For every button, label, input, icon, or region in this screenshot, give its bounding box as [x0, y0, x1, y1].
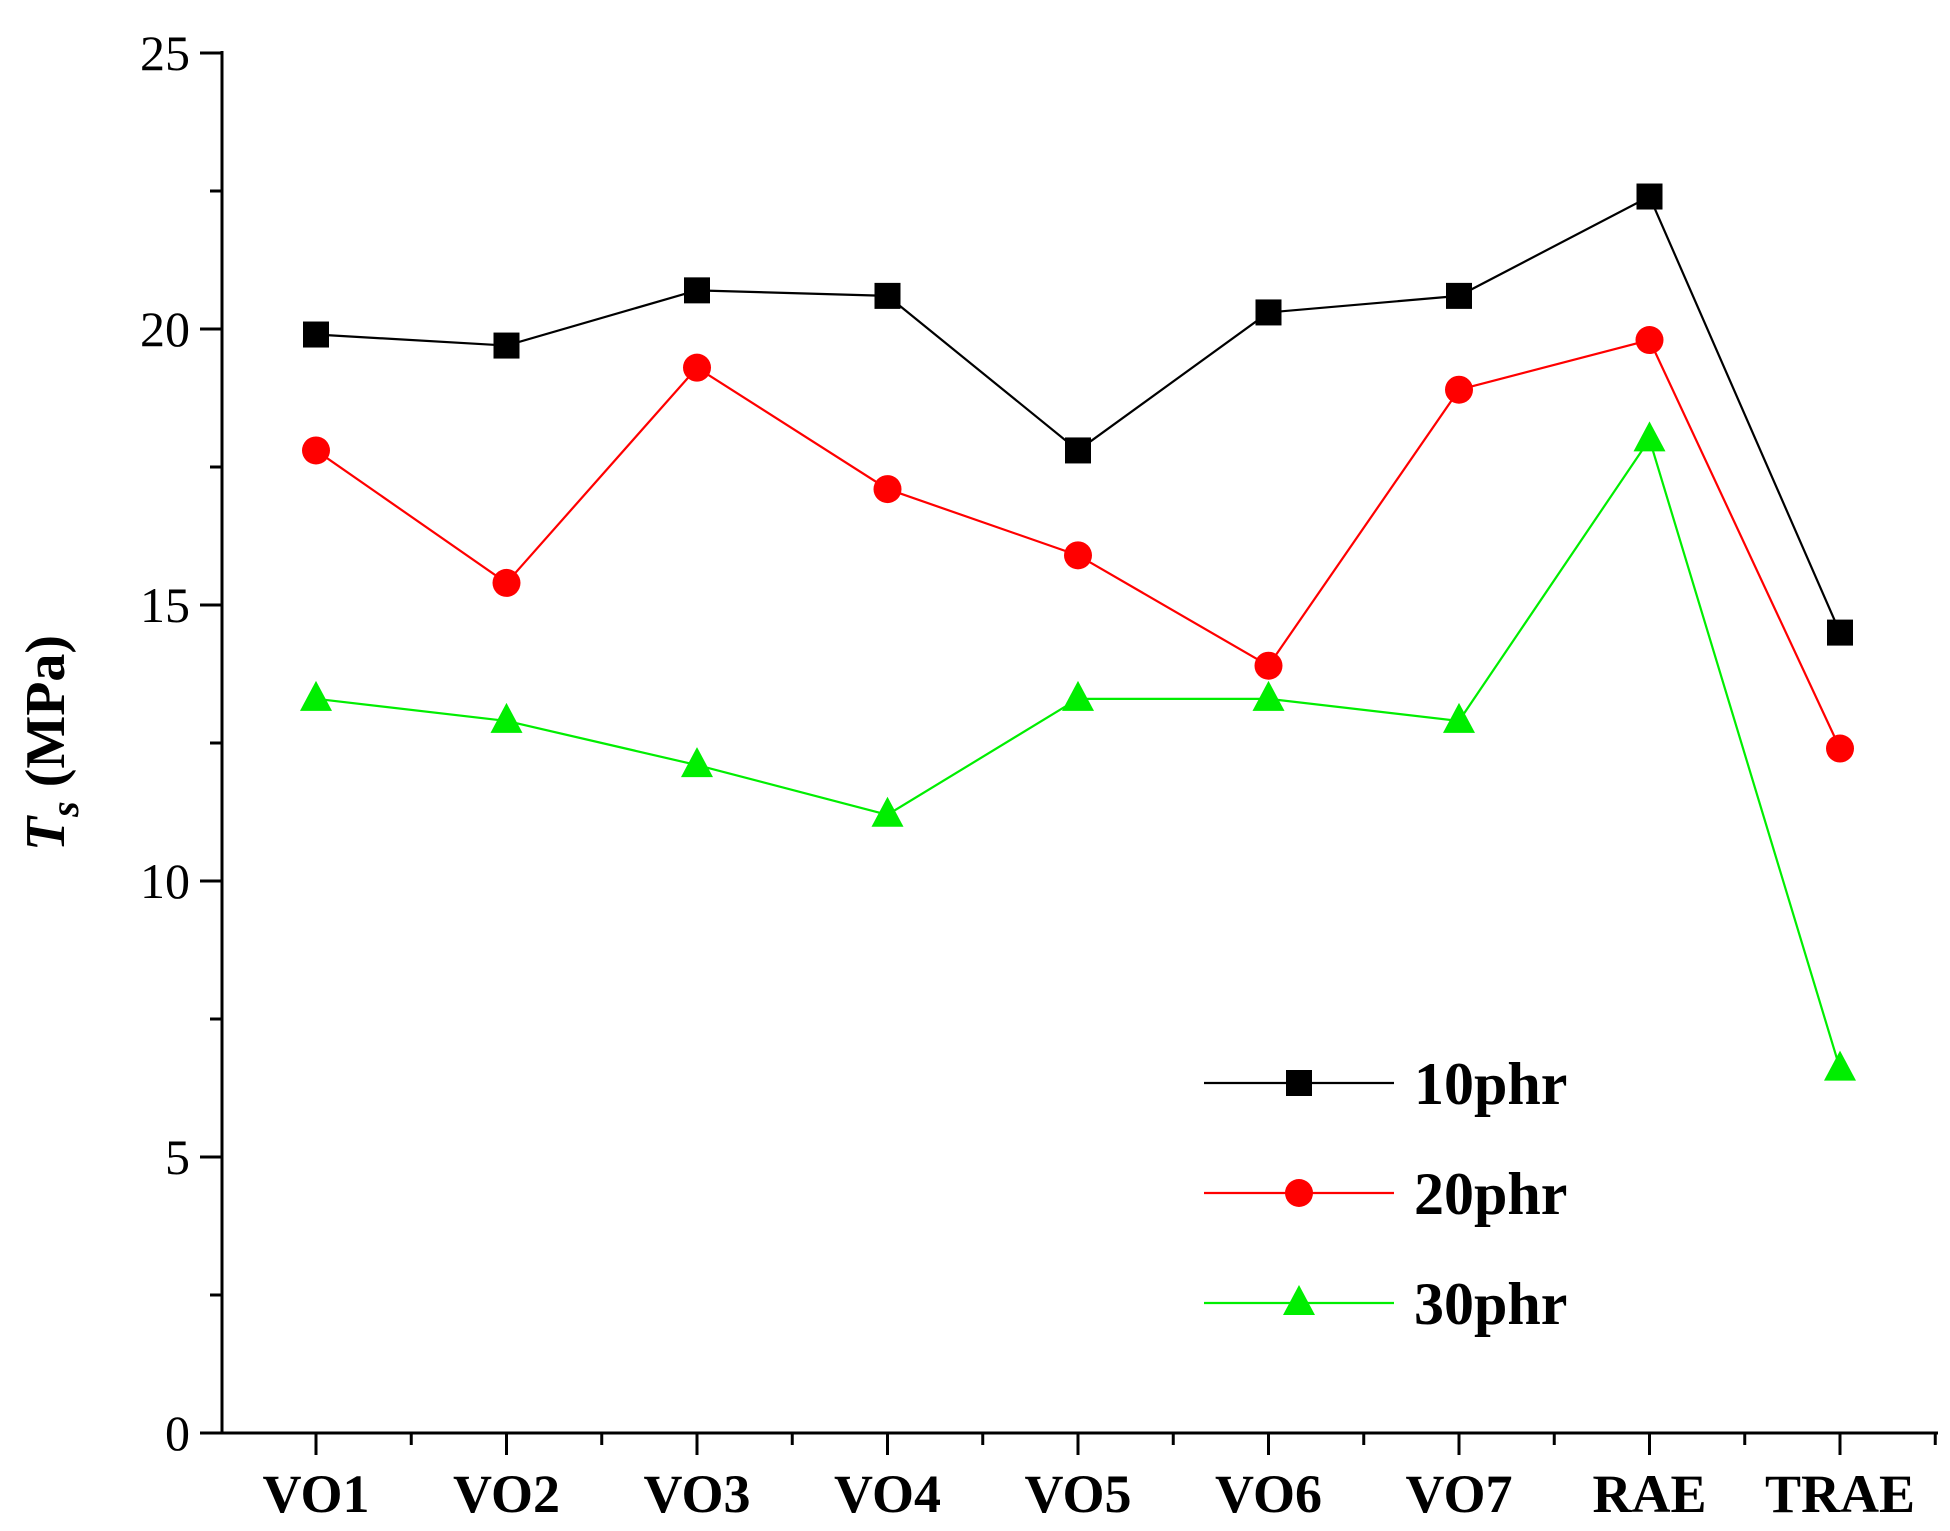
y-tick-label: 10 [140, 853, 190, 909]
series-30phr [300, 421, 1856, 1081]
legend-label-30phr: 30phr [1414, 1271, 1567, 1337]
data-point-30phr-vo1 [300, 680, 332, 711]
data-point-20phr-trae [1826, 734, 1854, 763]
y-axis-subscript: s [42, 801, 87, 818]
data-point-10phr-vo4 [874, 282, 901, 309]
data-point-30phr-vo4 [871, 796, 904, 827]
legend-marker-30phr [1283, 1285, 1315, 1315]
y-tick-label: 15 [140, 577, 190, 633]
data-point-20phr-vo3 [683, 353, 711, 382]
legend-marker-10phr [1286, 1070, 1312, 1096]
x-tick-label-trae: TRAE [1765, 1464, 1915, 1524]
data-point-20phr-vo1 [302, 436, 330, 465]
x-tick-label-vo4: VO4 [834, 1464, 941, 1524]
data-point-30phr-vo3 [681, 747, 713, 778]
series-line-30phr [315, 436, 1842, 1069]
data-point-20phr-vo7 [1445, 375, 1473, 404]
y-axis-unit: (MPa) [15, 635, 77, 787]
y-tick-label: 5 [165, 1129, 190, 1185]
legend-label-20phr: 20phr [1414, 1161, 1567, 1227]
x-tick-label-vo2: VO2 [453, 1464, 560, 1524]
data-point-10phr-vo2 [493, 332, 520, 359]
legend-item-20phr: 20phr [1204, 1161, 1567, 1227]
y-axis-symbol: T [15, 814, 77, 851]
legend-marker-20phr [1285, 1179, 1313, 1207]
data-point-10phr-rae [1636, 183, 1663, 210]
data-point-10phr-vo6 [1255, 299, 1282, 326]
x-tick-label-vo7: VO7 [1406, 1464, 1513, 1524]
data-point-30phr-vo2 [490, 702, 523, 733]
axes: 0 5 10 15 20 25 VO1 VO2 VO3 VO4 VO5 VO6 VO7 RAE TRAE Ts… [15, 25, 1938, 1524]
data-point-10phr-vo5 [1065, 437, 1091, 464]
legend-label-10phr: 10phr [1414, 1051, 1567, 1117]
legend-item-30phr: 30phr [1204, 1271, 1567, 1337]
y-tick-label: 25 [140, 25, 190, 81]
x-tick-label-rae: RAE [1592, 1464, 1706, 1524]
y-tick-label: 0 [165, 1405, 190, 1461]
x-tick-label-vo1: VO1 [263, 1464, 370, 1524]
series-20phr [302, 326, 1854, 763]
y-axis-title: Ts (MPa) [15, 635, 87, 851]
x-tick-label-vo6: VO6 [1215, 1464, 1322, 1524]
data-point-20phr-vo6 [1254, 651, 1283, 680]
x-tick-label-vo5: VO5 [1025, 1464, 1132, 1524]
legend: 10phr 20phr 30phr [1204, 1051, 1567, 1337]
legend-item-10phr: 10phr [1204, 1051, 1567, 1117]
series-10phr [303, 183, 1853, 646]
series-layer [300, 183, 1856, 1081]
data-point-20phr-vo2 [492, 568, 521, 597]
data-point-20phr-vo4 [873, 475, 902, 504]
data-point-30phr-vo5 [1062, 680, 1094, 711]
data-point-10phr-trae [1827, 619, 1853, 646]
data-point-30phr-trae [1824, 1050, 1856, 1081]
data-point-10phr-vo1 [303, 321, 329, 348]
data-point-10phr-vo3 [684, 277, 710, 304]
data-point-30phr-rae [1633, 421, 1666, 452]
data-point-30phr-vo7 [1443, 702, 1475, 733]
x-tick-label-vo3: VO3 [644, 1464, 751, 1524]
data-point-20phr-rae [1635, 326, 1664, 355]
y-tick-label: 20 [140, 301, 190, 357]
data-point-30phr-vo6 [1252, 680, 1285, 711]
data-point-10phr-vo7 [1446, 282, 1472, 309]
data-point-20phr-vo5 [1064, 541, 1092, 570]
